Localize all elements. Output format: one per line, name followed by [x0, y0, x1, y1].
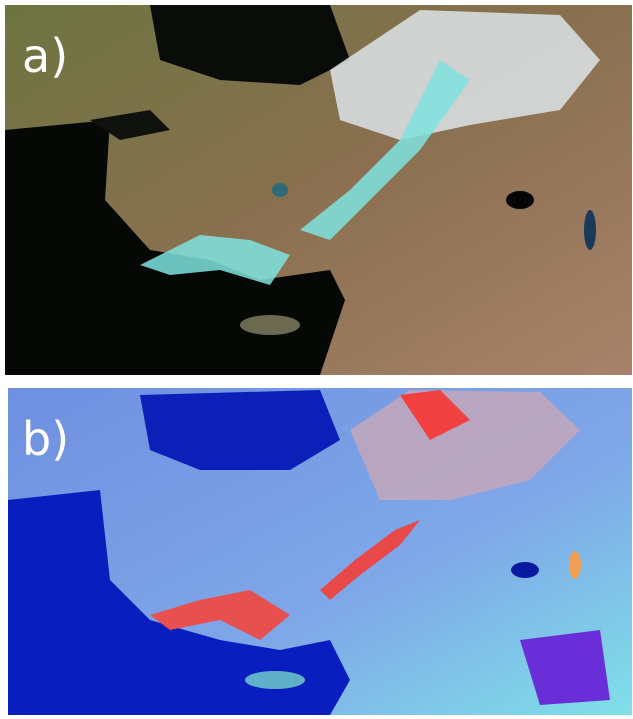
lake [272, 183, 288, 197]
cyprus [240, 315, 300, 335]
cloud-orange [569, 551, 581, 579]
panel-a: a) [5, 5, 632, 375]
panel-label: b) [22, 412, 69, 466]
figure: a) b) [0, 0, 633, 719]
cyprus [245, 671, 305, 689]
lake-van [506, 191, 534, 209]
lake-van [511, 562, 539, 578]
panel-label: a) [22, 29, 68, 83]
panel-b: b) [8, 388, 632, 715]
lake [584, 210, 596, 250]
black-sea [140, 390, 340, 470]
